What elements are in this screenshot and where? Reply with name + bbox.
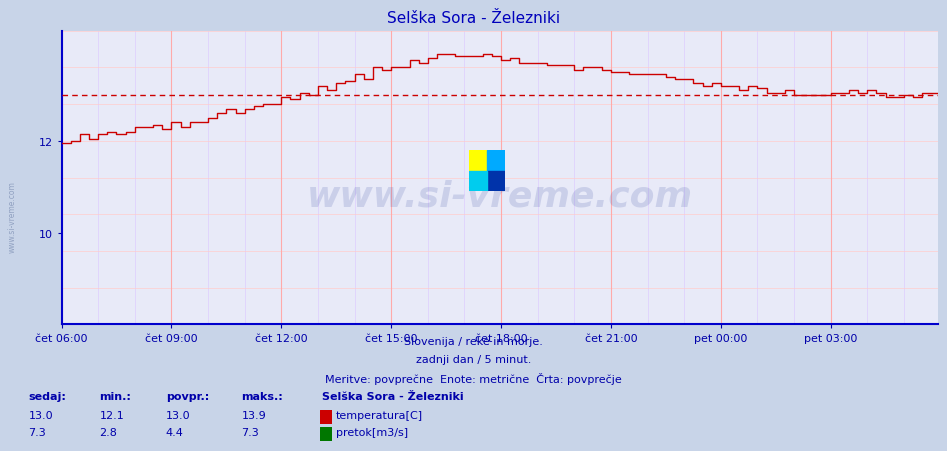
Text: 7.3: 7.3 bbox=[28, 427, 46, 437]
Text: www.si-vreme.com: www.si-vreme.com bbox=[307, 179, 692, 213]
Text: temperatura[C]: temperatura[C] bbox=[336, 410, 423, 420]
Text: Selška Sora - Železniki: Selška Sora - Železniki bbox=[387, 11, 560, 26]
Text: 7.3: 7.3 bbox=[241, 427, 259, 437]
Text: zadnji dan / 5 minut.: zadnji dan / 5 minut. bbox=[416, 354, 531, 364]
Text: povpr.:: povpr.: bbox=[166, 391, 209, 401]
Text: sedaj:: sedaj: bbox=[28, 391, 66, 401]
Bar bbox=[469, 151, 487, 171]
Text: Selška Sora - Železniki: Selška Sora - Železniki bbox=[322, 391, 464, 401]
Bar bbox=[487, 151, 505, 171]
Text: www.si-vreme.com: www.si-vreme.com bbox=[8, 180, 17, 253]
Text: 2.8: 2.8 bbox=[99, 427, 117, 437]
Text: 4.4: 4.4 bbox=[166, 427, 184, 437]
Text: Meritve: povprečne  Enote: metrične  Črta: povprečje: Meritve: povprečne Enote: metrične Črta:… bbox=[325, 372, 622, 384]
Text: Slovenija / reke in morje.: Slovenija / reke in morje. bbox=[404, 336, 543, 346]
Text: 13.0: 13.0 bbox=[166, 410, 190, 420]
Text: maks.:: maks.: bbox=[241, 391, 283, 401]
Text: pretok[m3/s]: pretok[m3/s] bbox=[336, 427, 408, 437]
Text: 13.0: 13.0 bbox=[28, 410, 53, 420]
Text: 13.9: 13.9 bbox=[241, 410, 266, 420]
Text: min.:: min.: bbox=[99, 391, 132, 401]
Text: 12.1: 12.1 bbox=[99, 410, 124, 420]
Bar bbox=[469, 171, 487, 192]
Bar bbox=[487, 171, 505, 192]
